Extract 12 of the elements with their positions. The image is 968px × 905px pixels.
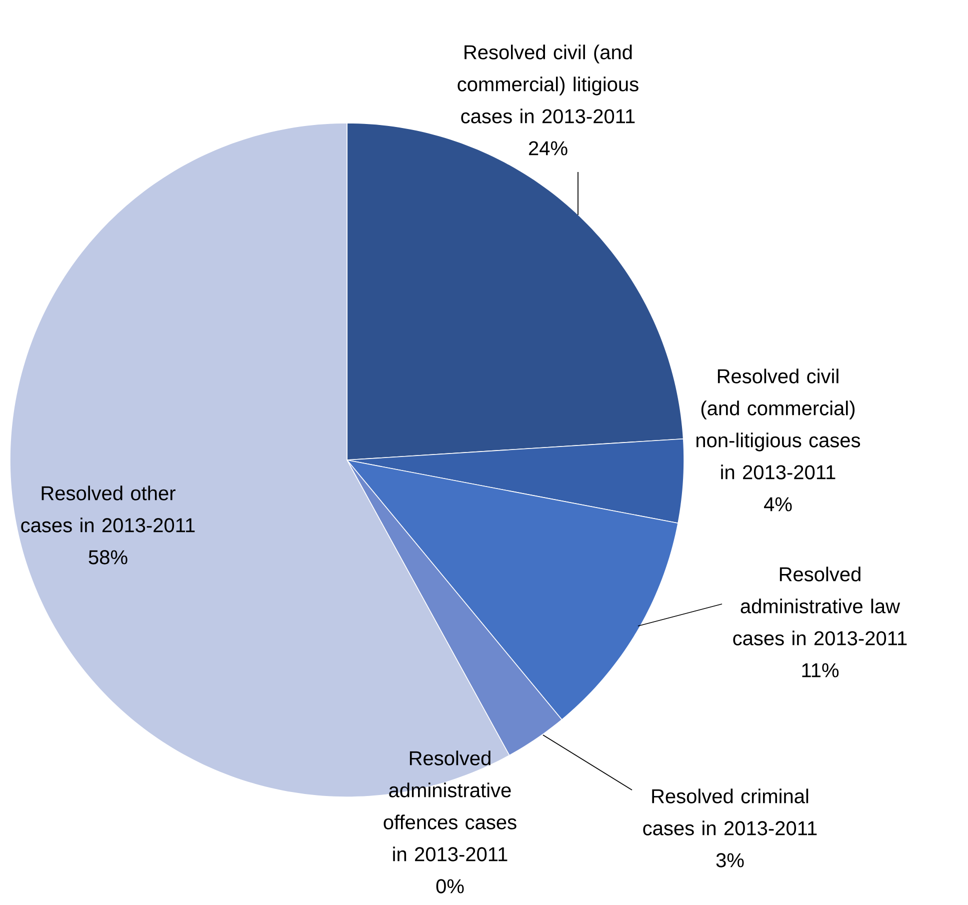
slice-label: Resolved other cases in 2013-2011 — [21, 486, 195, 532]
text: 0% — [436, 879, 464, 894]
slice-label: Resolved criminal cases in 2013-2011 — [643, 788, 817, 836]
slice-label: Resolved civil (and commercial) litigious cases in 2013-2011 — [458, 44, 638, 124]
data-label: 11% — [802, 663, 839, 678]
data-label: 24% — [528, 141, 568, 156]
slice-label: Resolved civil (and commercial) non-litigious cases in 2013-2011 — [696, 368, 860, 480]
data-label: 58% — [88, 550, 128, 564]
data-label: 3% — [716, 853, 744, 868]
slice-label: Resolved administrative law cases in 2013-2011 — [733, 566, 907, 646]
data-label: 4% — [764, 497, 792, 512]
category-label: Resolved administrative offences cases in 2013-2011 — [384, 750, 516, 862]
